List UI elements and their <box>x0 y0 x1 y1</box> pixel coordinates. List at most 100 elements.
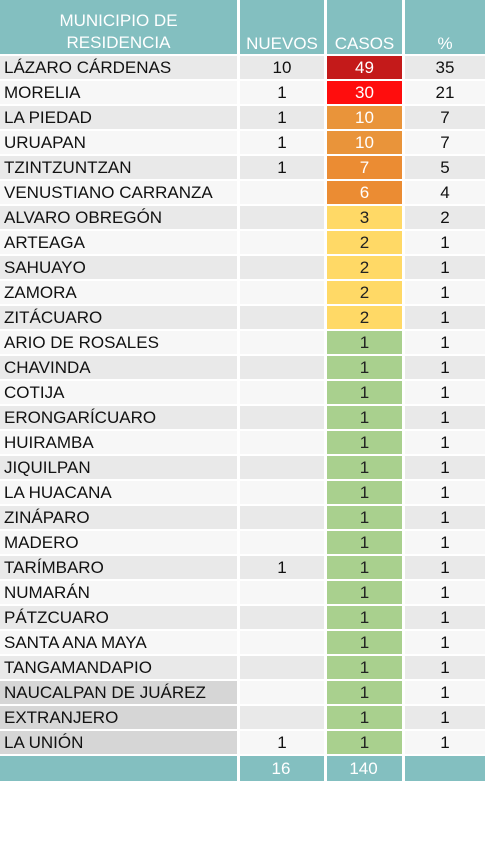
pct-cell: 1 <box>405 731 485 756</box>
casos-cell: 1 <box>327 531 405 556</box>
table-row: JIQUILPAN 1 1 <box>0 456 485 481</box>
municipio-cell: ZITÁCUARO <box>0 306 240 331</box>
pct-cell: 1 <box>405 406 485 431</box>
totals-label-cell <box>0 756 240 783</box>
table-row: TANGAMANDAPIO 1 1 <box>0 656 485 681</box>
table-row: LA HUACANA 1 1 <box>0 481 485 506</box>
header-municipio: MUNICIPIO DE RESIDENCIA <box>0 0 240 56</box>
casos-cell: 2 <box>327 306 405 331</box>
table-row: NUMARÁN 1 1 <box>0 581 485 606</box>
casos-cell: 2 <box>327 256 405 281</box>
pct-cell: 1 <box>405 231 485 256</box>
nuevos-cell <box>240 631 327 656</box>
table-row: TZINTZUNTZAN 1 7 5 <box>0 156 485 181</box>
pct-cell: 1 <box>405 306 485 331</box>
nuevos-cell <box>240 581 327 606</box>
municipio-cell: VENUSTIANO CARRANZA <box>0 181 240 206</box>
municipio-cell: NAUCALPAN DE JUÁREZ <box>0 681 240 706</box>
table-row: ZINÁPARO 1 1 <box>0 506 485 531</box>
table-row: TARÍMBARO 1 1 1 <box>0 556 485 581</box>
nuevos-cell <box>240 531 327 556</box>
nuevos-cell: 1 <box>240 131 327 156</box>
nuevos-cell: 1 <box>240 106 327 131</box>
header-municipio-line2: RESIDENCIA <box>66 33 171 52</box>
municipio-cell: EXTRANJERO <box>0 706 240 731</box>
table-body: LÁZARO CÁRDENAS 10 49 35 MORELIA 1 30 21 LA PIED… <box>0 56 485 756</box>
table-row: VENUSTIANO CARRANZA 6 4 <box>0 181 485 206</box>
pct-cell: 1 <box>405 381 485 406</box>
municipio-cell: SANTA ANA MAYA <box>0 631 240 656</box>
pct-cell: 35 <box>405 56 485 81</box>
municipio-cell: PÁTZCUARO <box>0 606 240 631</box>
table-row: ZAMORA 2 1 <box>0 281 485 306</box>
table-row: CHAVINDA 1 1 <box>0 356 485 381</box>
casos-cell: 1 <box>327 381 405 406</box>
nuevos-cell <box>240 231 327 256</box>
casos-cell: 2 <box>327 281 405 306</box>
municipio-cell: TARÍMBARO <box>0 556 240 581</box>
nuevos-cell <box>240 331 327 356</box>
casos-cell: 1 <box>327 431 405 456</box>
pct-cell: 1 <box>405 506 485 531</box>
table-row: HUIRAMBA 1 1 <box>0 431 485 456</box>
table-row: SAHUAYO 2 1 <box>0 256 485 281</box>
casos-cell: 6 <box>327 181 405 206</box>
pct-cell: 21 <box>405 81 485 106</box>
pct-cell: 1 <box>405 531 485 556</box>
casos-cell: 1 <box>327 331 405 356</box>
header-municipio-line1: MUNICIPIO DE <box>59 11 178 30</box>
nuevos-cell <box>240 206 327 231</box>
municipio-cell: JIQUILPAN <box>0 456 240 481</box>
pct-cell: 1 <box>405 256 485 281</box>
table-row: ZITÁCUARO 2 1 <box>0 306 485 331</box>
municipio-cell: MADERO <box>0 531 240 556</box>
nuevos-cell <box>240 431 327 456</box>
nuevos-cell <box>240 706 327 731</box>
municipio-cell: MORELIA <box>0 81 240 106</box>
pct-cell: 1 <box>405 456 485 481</box>
casos-cell: 3 <box>327 206 405 231</box>
casos-cell: 49 <box>327 56 405 81</box>
table-row: NAUCALPAN DE JUÁREZ 1 1 <box>0 681 485 706</box>
table-row: MADERO 1 1 <box>0 531 485 556</box>
municipio-cell: LA PIEDAD <box>0 106 240 131</box>
municipio-cell: ERONGARÍCUARO <box>0 406 240 431</box>
casos-cell: 1 <box>327 631 405 656</box>
casos-cell: 1 <box>327 706 405 731</box>
nuevos-cell <box>240 656 327 681</box>
pct-cell: 7 <box>405 131 485 156</box>
pct-cell: 4 <box>405 181 485 206</box>
total-nuevos: 16 <box>240 756 327 783</box>
nuevos-cell <box>240 481 327 506</box>
municipio-cell: NUMARÁN <box>0 581 240 606</box>
table-row: ALVARO OBREGÓN 3 2 <box>0 206 485 231</box>
pct-cell: 1 <box>405 631 485 656</box>
pct-cell: 1 <box>405 656 485 681</box>
municipio-cell: COTIJA <box>0 381 240 406</box>
pct-cell: 1 <box>405 331 485 356</box>
pct-cell: 1 <box>405 481 485 506</box>
nuevos-cell <box>240 381 327 406</box>
nuevos-cell: 1 <box>240 81 327 106</box>
pct-cell: 1 <box>405 431 485 456</box>
casos-cell: 1 <box>327 606 405 631</box>
nuevos-cell <box>240 256 327 281</box>
municipio-cell: ZAMORA <box>0 281 240 306</box>
nuevos-cell: 1 <box>240 156 327 181</box>
table-row: COTIJA 1 1 <box>0 381 485 406</box>
casos-cell: 1 <box>327 681 405 706</box>
casos-cell: 1 <box>327 656 405 681</box>
municipio-cell: SAHUAYO <box>0 256 240 281</box>
pct-cell: 5 <box>405 156 485 181</box>
table-row: MORELIA 1 30 21 <box>0 81 485 106</box>
casos-cell: 30 <box>327 81 405 106</box>
nuevos-cell <box>240 281 327 306</box>
pct-cell: 1 <box>405 281 485 306</box>
nuevos-cell <box>240 406 327 431</box>
nuevos-cell <box>240 356 327 381</box>
total-casos: 140 <box>327 756 405 783</box>
casos-cell: 7 <box>327 156 405 181</box>
municipio-cell: CHAVINDA <box>0 356 240 381</box>
casos-cell: 1 <box>327 506 405 531</box>
table-row: ARIO DE ROSALES 1 1 <box>0 331 485 356</box>
